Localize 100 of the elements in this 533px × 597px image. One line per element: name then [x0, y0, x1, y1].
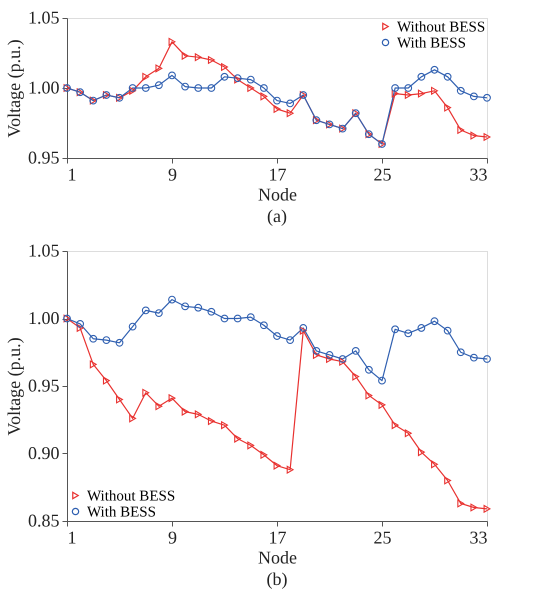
x-tick-label: 33	[470, 528, 488, 548]
x-tick-label: 9	[168, 528, 177, 548]
x-tick-label: 17	[268, 164, 286, 184]
point	[444, 326, 452, 335]
point	[417, 324, 426, 332]
point	[444, 476, 452, 484]
point	[470, 92, 478, 100]
y-axis-title: Voltage (p.u.)	[4, 337, 24, 436]
point	[234, 314, 242, 322]
point	[392, 421, 399, 430]
point	[142, 84, 150, 92]
point	[194, 410, 202, 418]
point	[194, 304, 202, 312]
point	[391, 84, 400, 92]
point	[484, 133, 490, 141]
point	[470, 354, 478, 362]
point	[194, 84, 202, 92]
point	[116, 338, 124, 347]
point	[470, 132, 478, 140]
point	[168, 394, 176, 402]
point	[392, 90, 399, 98]
point	[404, 329, 412, 338]
point	[76, 320, 84, 328]
point	[168, 72, 176, 80]
point	[274, 462, 280, 470]
y-tick-label: 0.85	[28, 510, 60, 530]
point	[116, 396, 123, 404]
point	[246, 313, 255, 322]
y-tick-label: 1.00	[28, 78, 60, 98]
point	[378, 400, 386, 409]
point	[102, 336, 110, 344]
point	[378, 376, 386, 384]
point	[260, 92, 268, 100]
legend-label: Without BESS	[397, 20, 486, 36]
x-tick-label: 1	[68, 528, 76, 548]
point	[326, 351, 334, 359]
point	[483, 94, 491, 102]
point	[418, 448, 425, 456]
point	[286, 109, 294, 118]
point	[444, 72, 452, 81]
point	[430, 317, 438, 326]
legend-label: With BESS	[87, 504, 156, 520]
point	[404, 429, 412, 438]
point	[155, 402, 162, 410]
point	[286, 466, 294, 474]
point	[194, 53, 202, 62]
point	[483, 355, 491, 363]
point	[365, 392, 372, 400]
x-tick-label: 9	[168, 164, 177, 184]
x-tick-label: 1	[68, 164, 76, 184]
point	[431, 460, 438, 468]
point	[456, 86, 465, 95]
point	[155, 64, 162, 72]
legend-label: With BESS	[397, 36, 466, 52]
text: (a)	[267, 206, 287, 226]
point	[142, 72, 150, 81]
point	[339, 358, 346, 366]
point	[404, 84, 412, 92]
point	[221, 63, 228, 71]
point	[181, 82, 190, 90]
point	[391, 325, 400, 334]
point	[102, 376, 110, 385]
point	[128, 322, 137, 330]
y-tick-label: 1.05	[28, 8, 60, 28]
point	[168, 38, 176, 46]
point	[234, 434, 242, 443]
point	[417, 72, 426, 81]
y-axis-title: Voltage (p.u.)	[4, 39, 24, 138]
y-tick-label: 0.90	[28, 443, 60, 463]
point	[299, 324, 308, 332]
point	[260, 321, 268, 330]
point	[128, 84, 137, 92]
point	[352, 372, 360, 380]
point	[273, 96, 281, 104]
point	[181, 302, 190, 310]
x-axis-title: Node	[258, 184, 297, 204]
point	[418, 90, 425, 98]
point	[129, 414, 136, 422]
point	[456, 348, 465, 356]
point	[286, 336, 294, 344]
point	[326, 355, 333, 363]
point	[208, 417, 215, 426]
point	[207, 84, 216, 92]
point	[154, 309, 163, 317]
point	[247, 84, 254, 92]
point	[286, 100, 294, 108]
x-tick-label: 33	[470, 164, 488, 184]
point	[154, 81, 163, 90]
point	[444, 104, 452, 112]
point	[182, 408, 189, 416]
point	[338, 355, 347, 363]
point	[207, 308, 216, 316]
y-tick-label: 0.95	[28, 376, 60, 396]
point	[364, 366, 373, 374]
point	[246, 76, 255, 84]
point	[260, 450, 268, 459]
point	[221, 421, 228, 430]
y-tick-label: 0.95	[28, 148, 60, 168]
point	[431, 86, 438, 95]
point	[274, 105, 280, 113]
